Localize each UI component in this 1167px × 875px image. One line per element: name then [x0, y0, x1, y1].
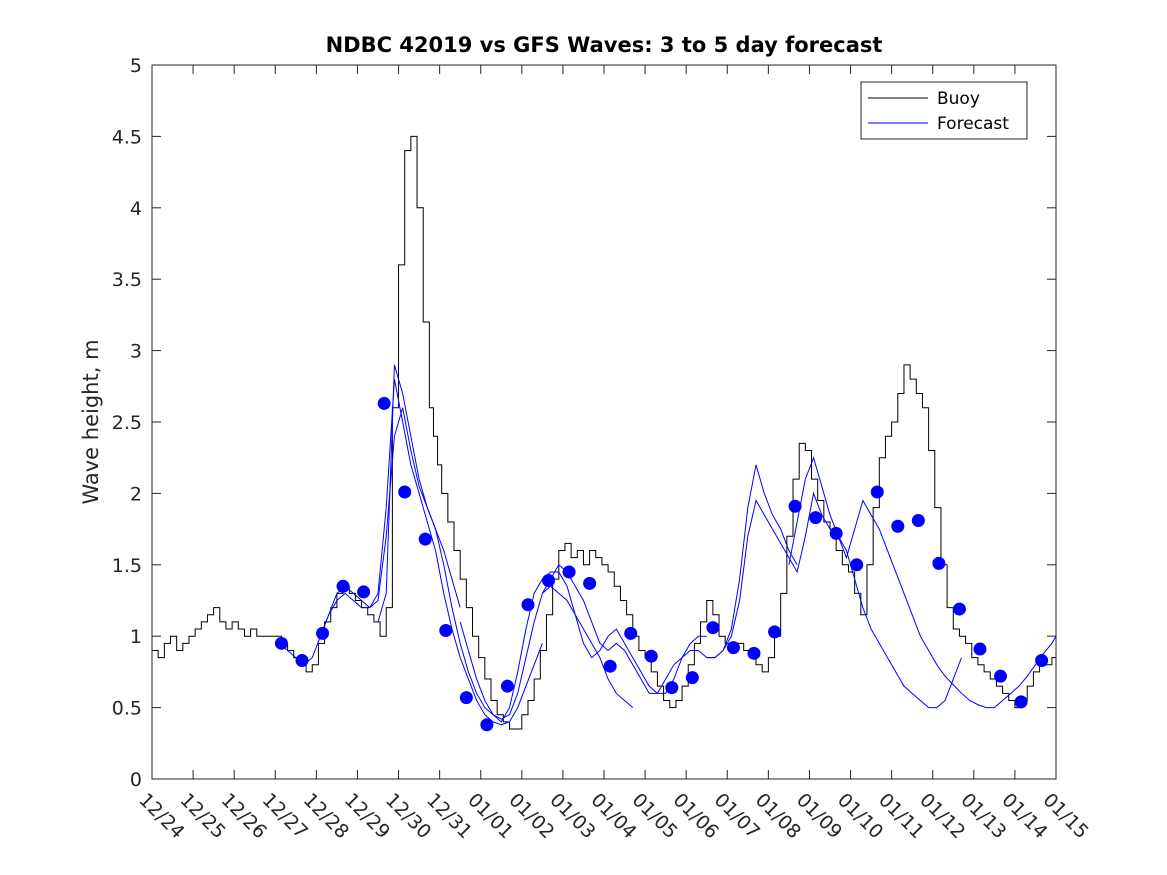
forecast-marker — [685, 671, 699, 685]
forecast-line — [541, 464, 798, 694]
y-axis-label: Wave height, m — [79, 339, 103, 504]
forecast-marker — [583, 576, 597, 590]
forecast-marker — [336, 579, 350, 593]
chart-title: NDBC 42019 vs GFS Waves: 3 to 5 day fore… — [326, 33, 883, 57]
forecast-marker — [295, 653, 309, 667]
forecast-marker — [500, 679, 514, 693]
legend-box — [860, 81, 1028, 140]
y-tick-label: 2.5 — [112, 412, 142, 434]
y-tick-label: 4.5 — [112, 126, 142, 148]
forecast-marker — [850, 558, 864, 572]
forecast-marker — [870, 485, 884, 499]
axes-box — [151, 64, 1057, 780]
forecast-marker — [624, 626, 638, 640]
forecast-marker — [398, 485, 412, 499]
y-tick-label: 3 — [130, 341, 142, 363]
forecast-marker — [973, 642, 987, 656]
forecast-marker — [418, 532, 432, 546]
y-tick-label: 2 — [130, 483, 142, 505]
forecast-marker — [357, 585, 371, 599]
forecast-marker — [788, 499, 802, 513]
forecast-marker — [562, 565, 576, 579]
forecast-series — [279, 364, 1056, 726]
y-tick-label: 1.5 — [112, 555, 142, 577]
forecast-marker — [316, 626, 330, 640]
forecast-marker — [665, 681, 679, 695]
forecast-marker — [706, 621, 720, 635]
forecast-markers — [274, 396, 1049, 732]
forecast-marker — [726, 641, 740, 655]
forecast-marker — [377, 396, 391, 410]
forecast-marker — [994, 669, 1008, 683]
forecast-marker — [1035, 653, 1049, 667]
forecast-marker — [891, 519, 905, 533]
forecast-marker — [932, 556, 946, 570]
forecast-marker — [644, 649, 658, 663]
y-tick-label: 3.5 — [112, 269, 142, 291]
forecast-marker — [1014, 695, 1028, 709]
forecast-marker — [459, 691, 473, 705]
buoy-line — [152, 135, 1056, 730]
forecast-marker — [829, 526, 843, 540]
forecast-marker — [439, 623, 453, 637]
forecast-marker — [952, 602, 966, 616]
forecast-marker — [603, 659, 617, 673]
forecast-marker — [911, 514, 925, 528]
forecast-marker — [274, 636, 288, 650]
forecast-marker — [542, 574, 556, 588]
forecast-marker — [809, 511, 823, 525]
y-tick-label: 0 — [130, 769, 142, 791]
forecast-line — [377, 364, 634, 720]
y-tick-label: 1 — [130, 626, 142, 648]
forecast-marker — [747, 646, 761, 660]
legend: Buoy Forecast — [860, 81, 1028, 140]
forecast-line — [788, 456, 1056, 709]
legend-forecast-label: Forecast — [937, 114, 1009, 134]
forecast-line — [459, 571, 707, 723]
y-tick-label: 5 — [130, 55, 142, 77]
y-axis-ticks: 0 0.5 1 1.5 2 2.5 3 3.5 4 4.5 5 — [112, 55, 1056, 791]
forecast-marker — [521, 598, 535, 612]
forecast-marker — [480, 718, 494, 732]
buoy-series — [152, 135, 1056, 730]
forecast-marker — [768, 625, 782, 639]
y-tick-label: 4 — [130, 198, 142, 220]
legend-buoy-label: Buoy — [937, 89, 980, 109]
forecast-line — [320, 379, 543, 726]
y-tick-label: 0.5 — [112, 698, 142, 720]
plot-area — [152, 65, 1056, 779]
